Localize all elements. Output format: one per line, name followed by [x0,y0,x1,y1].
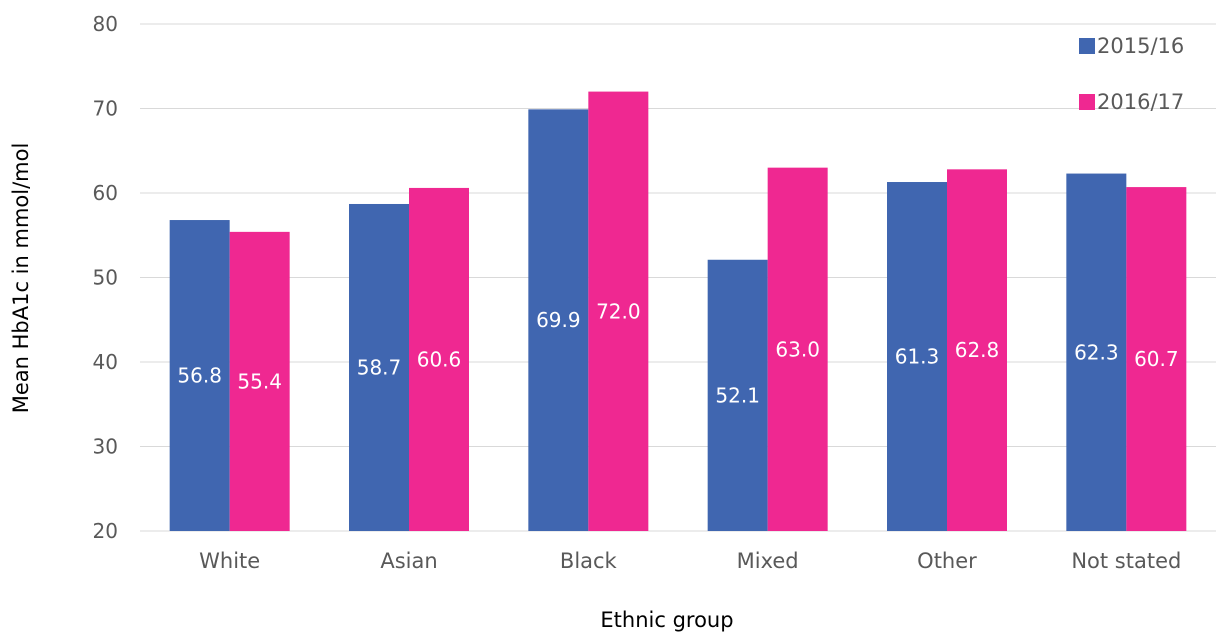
bar-white-2016-17 [229,231,290,531]
bar-not-stated-2015-16 [1066,173,1127,531]
bar-asian-2016-17 [409,187,469,531]
x-tick-label: Other [917,549,977,573]
legend-swatch [1079,38,1095,54]
y-axis-title: Mean HbA1c in mmol/mol [9,143,33,414]
data-label: 62.3 [1074,340,1119,364]
legend-swatch [1079,94,1095,110]
bar-not-stated-2016-17 [1126,187,1187,531]
gridlines [140,23,1216,532]
bar-asian-2015-16 [349,203,409,532]
data-label: 61.3 [895,345,940,369]
data-label: 52.1 [715,383,760,407]
data-label: 56.8 [177,364,222,388]
bar-black-2015-16 [528,109,589,531]
y-axis-ticks: 20 30 40 50 60 70 80 [93,12,118,543]
data-label: 60.7 [1134,347,1179,371]
x-tick-label: Mixed [737,549,799,573]
y-tick-label: 30 [93,435,118,459]
data-label: 69.9 [536,308,581,332]
y-tick-label: 70 [93,97,118,121]
bar-other-2016-17 [947,169,1007,531]
x-tick-label: Asian [380,549,437,573]
bars [169,91,1187,532]
bar-white-2015-16 [169,220,230,532]
bar-black-2016-17 [588,91,649,531]
data-label: 55.4 [237,369,282,393]
legend: 2015/16 2016/17 [1079,34,1184,114]
data-label: 72.0 [596,299,641,323]
bar-mixed-2015-16 [707,259,768,531]
data-label: 58.7 [357,355,402,379]
y-tick-label: 20 [93,519,118,543]
y-tick-label: 50 [93,266,118,290]
bar-mixed-2016-17 [767,167,828,531]
data-label: 60.6 [417,347,462,371]
legend-label: 2015/16 [1097,34,1184,58]
data-label: 63.0 [775,337,820,361]
y-tick-label: 60 [93,181,118,205]
bar-other-2015-16 [887,182,947,531]
data-labels: 56.8 55.4 58.7 60.6 69.9 72.0 52.1 63.0 61.3 62.8… [177,299,1178,407]
x-tick-label: White [199,549,260,573]
y-tick-label: 80 [93,12,118,36]
y-tick-label: 40 [93,350,118,374]
x-tick-label: Not stated [1071,549,1181,573]
legend-label: 2016/17 [1097,90,1184,114]
x-axis-ticks: White Asian Black Mixed Other Not stated [199,549,1181,573]
x-axis-title: Ethnic group [600,608,733,632]
x-tick-label: Black [560,549,618,573]
data-label: 62.8 [955,338,1000,362]
